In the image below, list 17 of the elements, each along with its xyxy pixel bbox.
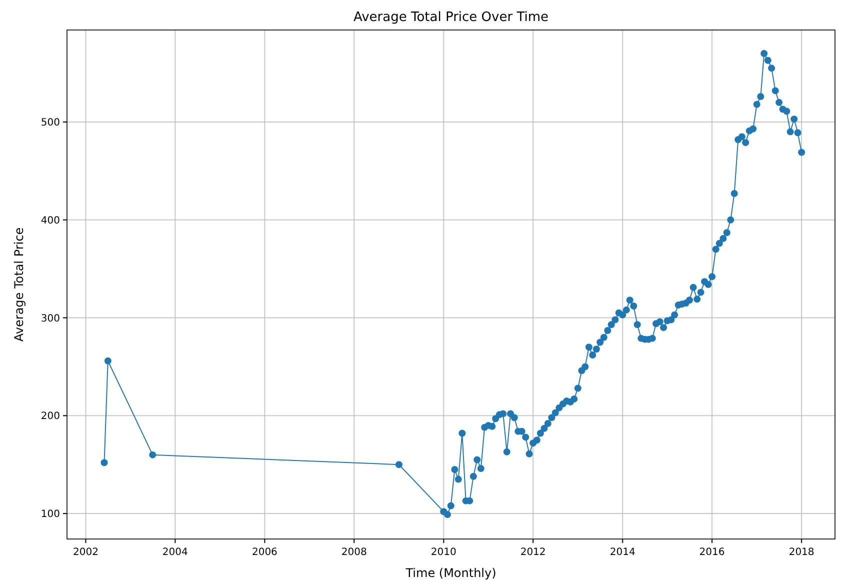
- x-tick-label: 2006: [252, 547, 278, 558]
- y-tick-label: 500: [40, 118, 60, 129]
- x-tick-label: 2002: [73, 547, 98, 558]
- x-tick-label: 2004: [162, 547, 188, 558]
- x-tick-label: 2010: [430, 547, 456, 558]
- y-tick-label: 300: [40, 313, 60, 324]
- y-tick-label: 400: [40, 215, 60, 226]
- x-tick-label: 2008: [341, 547, 367, 558]
- y-axis-title: Average Total Price: [12, 227, 26, 342]
- x-tick-label: 2012: [520, 547, 546, 558]
- x-tick-label: 2018: [788, 547, 814, 558]
- x-tick-label: 2014: [610, 547, 636, 558]
- y-tick-label: 200: [40, 411, 60, 422]
- y-tick-label: 100: [40, 509, 60, 520]
- chart-title: Average Total Price Over Time: [353, 10, 549, 25]
- x-tick-label: 2016: [699, 547, 725, 558]
- x-axis-title: Time (Monthly): [404, 566, 496, 580]
